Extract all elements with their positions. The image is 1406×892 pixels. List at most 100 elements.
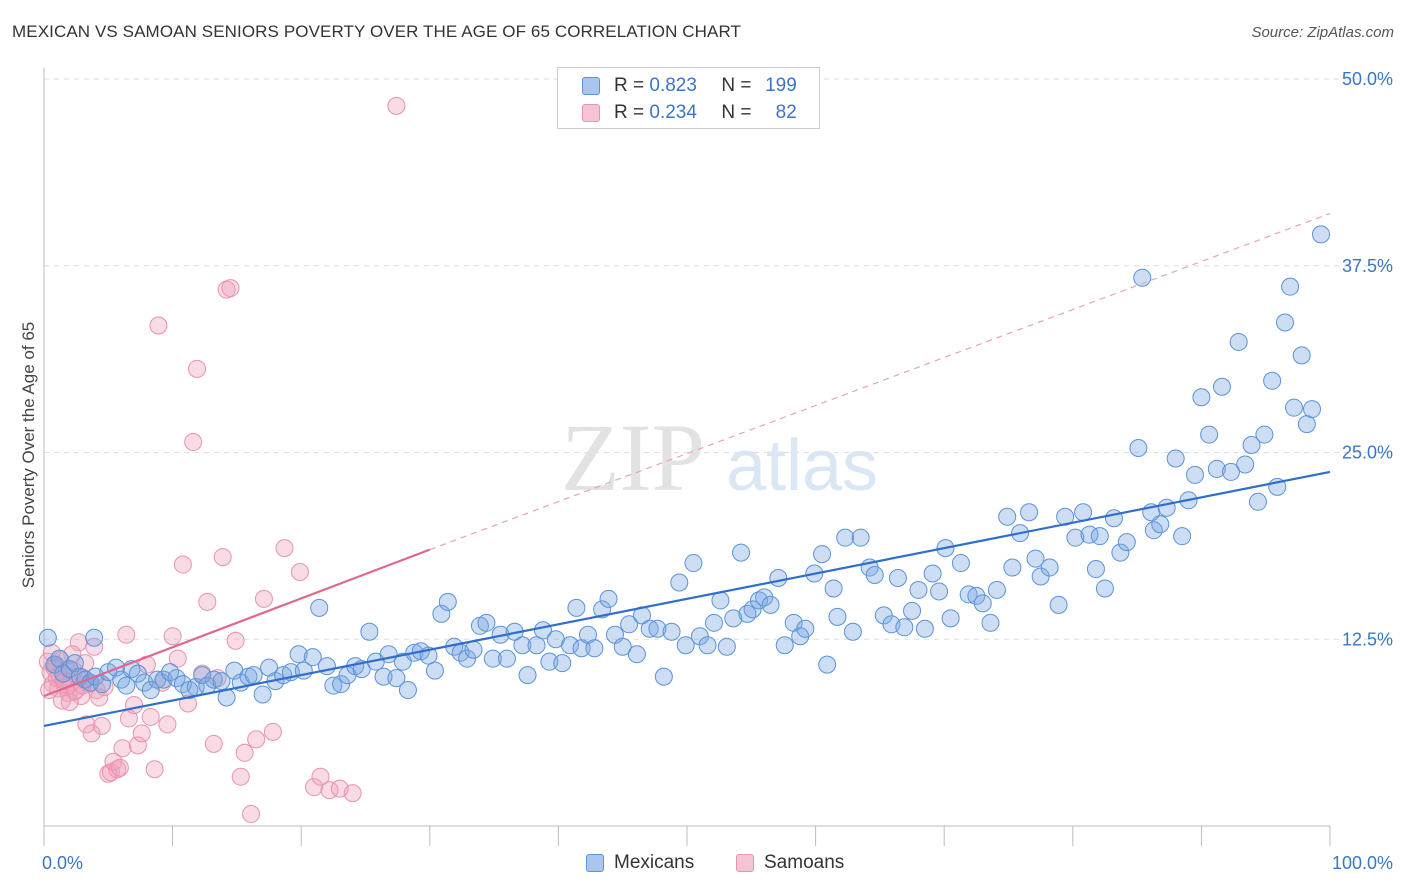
mexican-point bbox=[851, 528, 870, 547]
mexican-point bbox=[585, 639, 604, 658]
samoan-point bbox=[226, 631, 245, 650]
samoan-point bbox=[95, 678, 114, 697]
mexican-point bbox=[332, 675, 351, 694]
mexican-point bbox=[951, 554, 970, 573]
samoan-point bbox=[163, 627, 182, 646]
mexican-point bbox=[85, 628, 104, 647]
mexican-point bbox=[477, 613, 496, 632]
mexican-point bbox=[981, 613, 1000, 632]
samoans-trendline bbox=[43, 548, 431, 698]
samoan-point bbox=[275, 539, 294, 558]
y-axis-title: Seniors Poverty Over the Age of 65 bbox=[19, 322, 38, 588]
samoan-point bbox=[247, 730, 266, 749]
mexican-point bbox=[967, 586, 986, 605]
mexican-point bbox=[1212, 377, 1231, 396]
mexican-point bbox=[117, 676, 136, 695]
mexican-point bbox=[438, 592, 457, 611]
mexican-point bbox=[670, 573, 689, 592]
legend-r-label: R = bbox=[614, 75, 645, 96]
mexican-point bbox=[1166, 449, 1185, 468]
watermark-zip: ZIP bbox=[561, 404, 705, 511]
mexican-point bbox=[613, 637, 632, 656]
stats-legend: R = 0.823 N = 199 R = 0.234 N = 82 bbox=[557, 67, 820, 129]
mexican-point bbox=[836, 528, 855, 547]
bottom-legend-label-mexicans: Mexicans bbox=[614, 852, 695, 873]
mexican-point bbox=[1003, 558, 1022, 577]
mexican-point bbox=[1242, 436, 1261, 455]
mexican-point bbox=[1104, 509, 1123, 528]
mexican-point bbox=[1026, 549, 1045, 568]
samoan-point bbox=[76, 654, 95, 673]
mexican-point bbox=[761, 595, 780, 614]
chart-title: MEXICAN VS SAMOAN SENIORS POVERTY OVER T… bbox=[12, 22, 742, 41]
mexican-point bbox=[1117, 533, 1136, 552]
mexican-point bbox=[1020, 503, 1039, 522]
mexican-point bbox=[1086, 560, 1105, 579]
watermark: ZIP atlas bbox=[561, 404, 878, 511]
samoan-point bbox=[305, 778, 324, 797]
samoan-point bbox=[77, 715, 96, 734]
mexican-point bbox=[513, 636, 532, 655]
mexican-point bbox=[717, 637, 736, 656]
mexican-point bbox=[865, 566, 884, 585]
samoan-point bbox=[117, 625, 136, 644]
mexican-point bbox=[1095, 579, 1114, 598]
samoan-point bbox=[53, 691, 72, 710]
mexican-point bbox=[483, 649, 502, 668]
mexican-point bbox=[796, 619, 815, 638]
mexican-point bbox=[1049, 595, 1068, 614]
mexican-point bbox=[310, 598, 329, 617]
legend-n-value: 82 bbox=[775, 102, 797, 123]
bottom-legend-swatch-mexicans bbox=[586, 854, 604, 872]
mexican-point bbox=[743, 600, 762, 619]
samoan-point bbox=[311, 767, 330, 786]
mexican-point bbox=[627, 645, 646, 664]
samoan-point bbox=[387, 96, 406, 115]
samoan-point bbox=[213, 548, 232, 567]
mexican-point bbox=[775, 636, 794, 655]
mexican-point bbox=[464, 640, 483, 659]
mexican-point bbox=[1229, 332, 1248, 351]
mexican-point bbox=[1236, 455, 1255, 474]
samoan-point bbox=[198, 592, 217, 611]
x-tick-label-min: 0.0% bbox=[42, 853, 83, 873]
mexican-point bbox=[909, 580, 928, 599]
bottom-legend-mexicans: Mexicans bbox=[586, 852, 694, 874]
mexican-point bbox=[987, 580, 1006, 599]
mexican-point bbox=[1311, 225, 1330, 244]
mexican-point bbox=[1151, 515, 1170, 534]
mexican-point bbox=[253, 685, 272, 704]
mexican-point bbox=[824, 579, 843, 598]
samoan-point bbox=[204, 734, 223, 753]
mexican-point bbox=[560, 636, 579, 655]
samoan-point bbox=[235, 743, 254, 762]
mexican-point bbox=[1129, 439, 1148, 458]
mexican-point bbox=[204, 670, 223, 689]
legend-row-samoans: R = 0.234 N = 82 bbox=[582, 100, 797, 126]
mexican-point bbox=[38, 628, 57, 647]
mexican-point bbox=[527, 636, 546, 655]
mexican-point bbox=[973, 594, 992, 613]
samoan-point bbox=[290, 563, 309, 582]
legend-swatch-mexicans bbox=[582, 77, 600, 95]
mexican-point bbox=[828, 607, 847, 626]
legend-row-mexicans: R = 0.823 N = 199 bbox=[582, 73, 797, 99]
legend-r-value: 0.234 bbox=[649, 102, 697, 123]
x-tick-label-max: 100.0% bbox=[1332, 853, 1393, 873]
mexican-point bbox=[640, 619, 659, 638]
samoan-point bbox=[242, 805, 261, 824]
samoan-point bbox=[125, 695, 144, 714]
y-tick-label: 25.0% bbox=[1342, 443, 1393, 463]
samoan-point bbox=[90, 688, 109, 707]
mexican-point bbox=[1248, 492, 1267, 511]
bottom-legend-label-samoans: Samoans bbox=[764, 852, 845, 873]
mexican-point bbox=[324, 676, 343, 695]
samoan-point bbox=[168, 649, 187, 668]
mexican-point bbox=[128, 664, 147, 683]
mexican-point bbox=[1200, 425, 1219, 444]
mexican-point bbox=[648, 619, 667, 638]
samoan-point bbox=[113, 739, 132, 758]
mexican-point bbox=[998, 507, 1017, 526]
mexican-point bbox=[497, 649, 516, 668]
legend-r-label: R = bbox=[614, 102, 645, 123]
